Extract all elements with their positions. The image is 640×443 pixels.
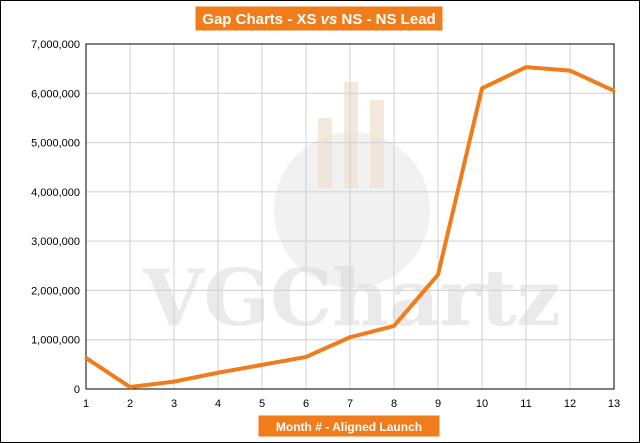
data-point (612, 89, 616, 93)
data-point (128, 385, 132, 389)
chart-title-vs: vs (321, 11, 338, 28)
watermark-logo-circle (274, 132, 430, 288)
x-tick-label: 5 (259, 398, 265, 410)
y-tick-label: 3,000,000 (31, 236, 80, 248)
x-axis-label-text: Month # - Aligned Launch (276, 420, 422, 434)
y-tick-label: 4,000,000 (31, 187, 80, 199)
data-point (524, 65, 528, 69)
watermark-logo-bar-2 (344, 82, 358, 188)
data-point (348, 335, 352, 339)
x-tick-label: 12 (564, 398, 576, 410)
x-tick-label: 3 (171, 398, 177, 410)
chart-title: Gap Charts - XS vs NS - NS Lead (194, 5, 444, 32)
x-axis-label: Month # - Aligned Launch (257, 414, 441, 438)
x-tick-label: 13 (608, 398, 620, 410)
x-tick-label: 6 (303, 398, 309, 410)
chart-title-prefix: Gap Charts - XS (202, 11, 320, 28)
y-tick-label: 1,000,000 (31, 335, 80, 347)
watermark-layer: VGChartz (142, 82, 561, 344)
x-tick-label: 9 (435, 398, 441, 410)
chart-title-background (194, 5, 444, 32)
x-tick-label: 4 (215, 398, 221, 410)
y-tick-label: 2,000,000 (31, 285, 80, 297)
data-point (436, 273, 440, 277)
chart-title-text: Gap Charts - XS vs NS - NS Lead (202, 11, 435, 28)
x-tick-label: 7 (347, 398, 353, 410)
y-tick-label: 6,000,000 (31, 88, 80, 100)
series-layer (84, 65, 616, 390)
watermark-logo-bar-1 (318, 118, 332, 188)
plot-border (85, 43, 615, 390)
watermark-logo-bar-3 (370, 100, 384, 188)
x-tick-label: 2 (127, 398, 133, 410)
y-axis-ticks: 0 1,000,000 2,000,000 3,000,000 4,000,000 5,0… (31, 39, 80, 396)
watermark-text: VGChartz (142, 253, 561, 344)
data-point (172, 380, 176, 384)
y-tick-label: 7,000,000 (31, 39, 80, 51)
x-tick-label: 1 (83, 398, 89, 410)
data-point (84, 356, 88, 360)
data-point (568, 69, 572, 73)
data-point (392, 324, 396, 328)
data-point (216, 371, 220, 375)
y-tick-label: 0 (74, 384, 80, 396)
chart-title-suffix: NS - NS Lead (337, 11, 435, 28)
data-point (304, 355, 308, 359)
x-axis-ticks: 1 2 3 4 5 6 7 8 9 10 11 12 13 (83, 398, 620, 410)
data-point (260, 363, 264, 367)
x-tick-label: 8 (391, 398, 397, 410)
x-tick-label: 11 (520, 398, 531, 410)
x-axis-label-background (257, 414, 441, 438)
y-tick-label: 5,000,000 (31, 138, 80, 150)
data-point (480, 86, 484, 90)
x-tick-label: 10 (476, 398, 488, 410)
